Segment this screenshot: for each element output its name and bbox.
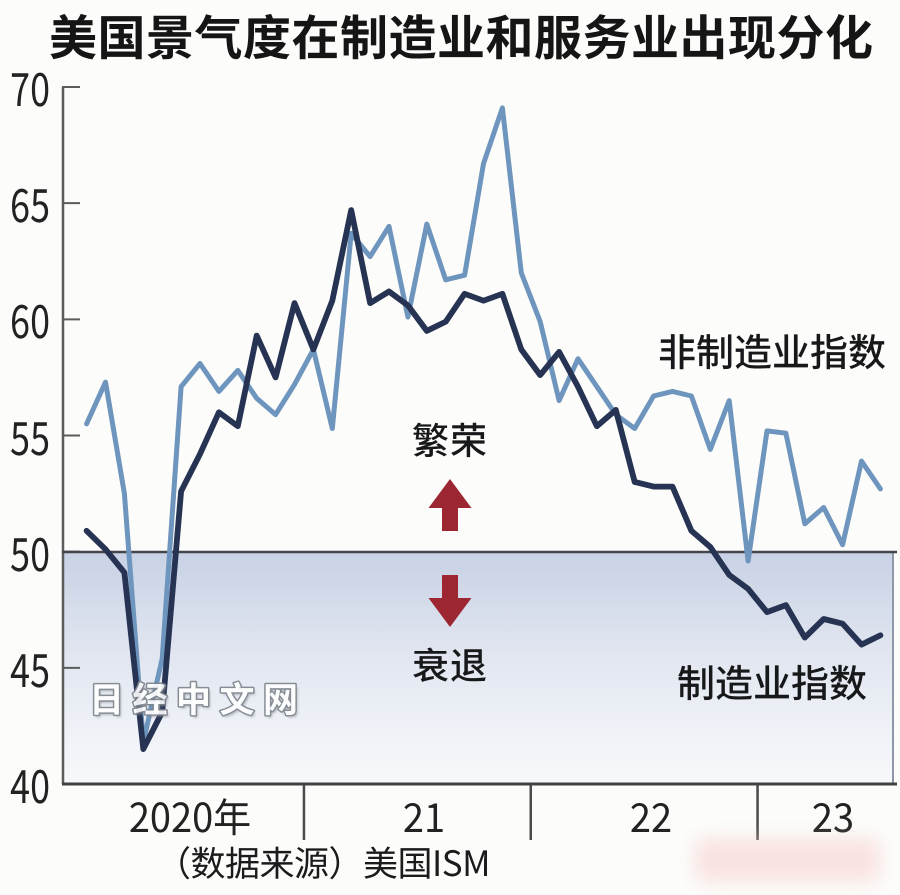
x-axis-year-label: 21 <box>403 786 446 844</box>
watermark: 日经中文网 日经中文网 <box>88 671 309 726</box>
y-axis-label: 45 <box>10 634 51 701</box>
series-label-non-manufacturing: 非制造业指数 <box>658 322 887 377</box>
series-label-manufacturing: 制造业指数 <box>677 653 868 708</box>
prosperity-up-arrow-icon <box>428 479 472 531</box>
x-axis-year-label: 23 <box>811 786 854 844</box>
recession-label: 衰退 <box>412 636 488 690</box>
recession-down-arrow-icon <box>428 575 472 627</box>
chart-title: 美国景气度在制造业和服务业出现分化 <box>49 0 874 69</box>
pink-smudge-artifact <box>695 838 880 882</box>
y-axis-label: 70 <box>10 54 51 120</box>
y-axis-label: 60 <box>10 286 51 353</box>
recession-band <box>63 553 894 784</box>
y-axis-label: 50 <box>10 518 51 585</box>
series-line-non-manufacturing <box>84 105 883 745</box>
source-note: （数据来源）美国ISM <box>156 836 491 887</box>
x-axis-year-separators <box>302 785 759 840</box>
svg-text:日经中文网: 日经中文网 <box>91 675 309 726</box>
series-line-manufacturing <box>83 207 884 752</box>
x-axis-year-label: 2020年 <box>129 786 252 844</box>
svg-text:日经中文网: 日经中文网 <box>89 672 307 723</box>
prosperity-label: 繁荣 <box>412 411 488 465</box>
y-axis-label: 40 <box>10 751 51 817</box>
y-axis-label: 55 <box>10 402 51 469</box>
y-axis-label: 65 <box>10 170 51 237</box>
x-axis-year-label: 22 <box>630 786 673 844</box>
